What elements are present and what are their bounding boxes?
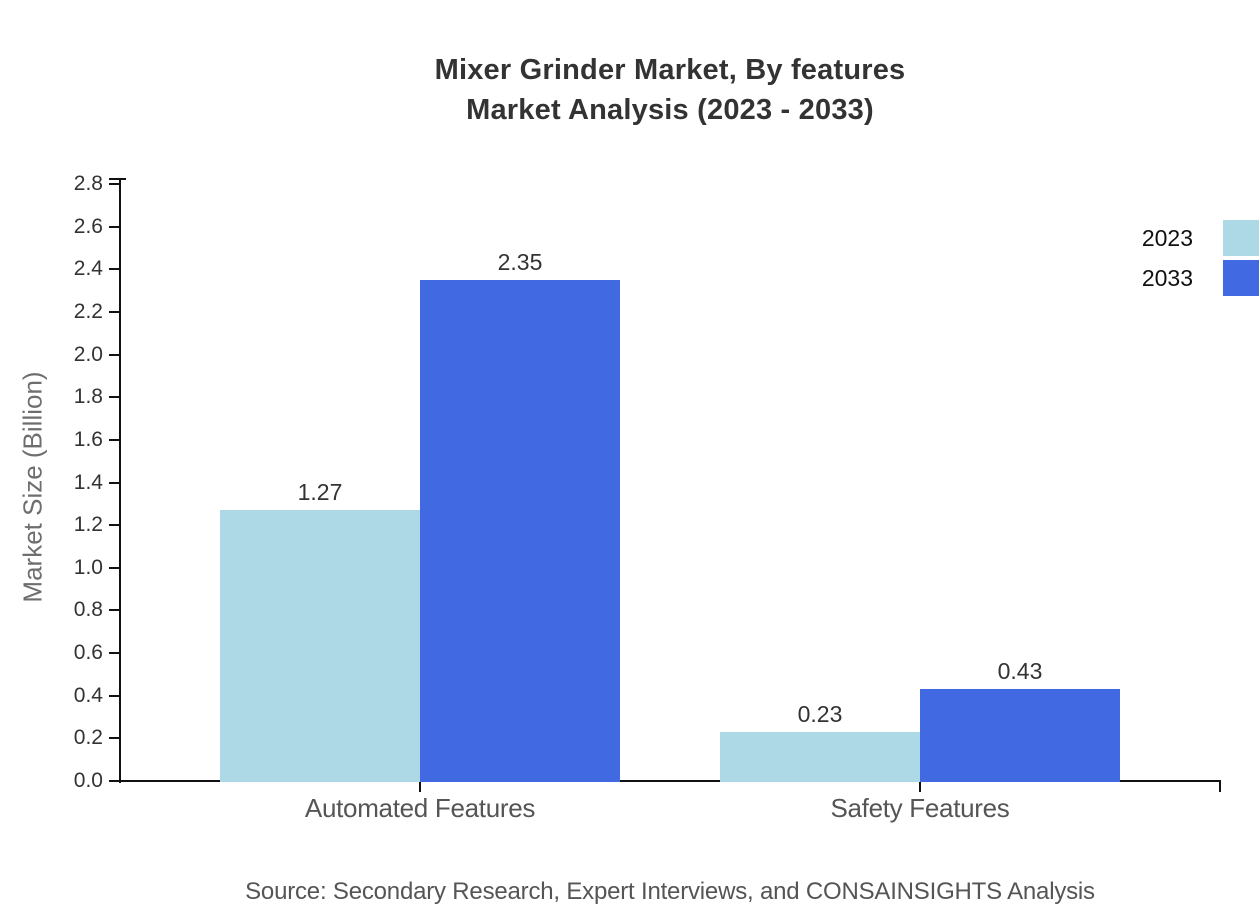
- y-tick: [109, 183, 120, 185]
- y-tick-label: 2.0: [73, 342, 103, 366]
- y-tick-label: 1.4: [73, 470, 103, 494]
- y-tick: [109, 694, 120, 697]
- y-tick-label: 1.6: [73, 427, 103, 451]
- legend-swatch-2033: [1223, 260, 1259, 296]
- legend: 2023 2033: [1142, 220, 1259, 296]
- x-tick: [419, 782, 421, 792]
- bar-2023-automated-features: [220, 510, 420, 782]
- y-tick-label: 2.6: [73, 214, 103, 238]
- y-tick-label: 2.2: [73, 299, 103, 323]
- y-tick: [109, 524, 120, 527]
- y-tick-label: 2.4: [73, 257, 103, 281]
- y-tick: [109, 353, 120, 356]
- x-axis-end-cap: [1219, 780, 1221, 792]
- legend-label-2023: 2023: [1141, 224, 1193, 251]
- y-tick-label: 1.8: [73, 385, 103, 409]
- y-tick: [109, 268, 120, 271]
- y-tick-label: 0.6: [73, 641, 103, 665]
- legend-item-2033: 2033: [1142, 260, 1259, 296]
- y-axis-end-cap: [109, 178, 126, 180]
- bar-value-label-2033-safety-features: 0.43: [997, 658, 1043, 685]
- y-tick-label: 0.0: [73, 769, 103, 792]
- y-tick-label: 1.0: [73, 555, 103, 579]
- source-note: Source: Secondary Research, Expert Inter…: [245, 878, 1095, 905]
- bar-value-label-2023-safety-features: 0.23: [797, 700, 843, 727]
- x-axis-spine: [119, 780, 1221, 782]
- y-tick: [109, 438, 120, 441]
- y-tick-label: 1.2: [73, 513, 103, 537]
- legend-label-2033: 2033: [1141, 264, 1193, 291]
- bar-2033-safety-features: [920, 689, 1120, 782]
- y-tick-label: 2.8: [73, 172, 103, 195]
- x-category-label-safety-features: Safety Features: [830, 793, 1010, 823]
- y-axis-spine: [119, 178, 121, 783]
- legend-item-2023: 2023: [1142, 220, 1259, 256]
- y-tick-label: 0.4: [73, 683, 103, 707]
- y-tick: [109, 396, 120, 399]
- y-tick: [109, 566, 120, 569]
- chart-title-line-2: Market Analysis (2023 - 2033): [466, 94, 874, 126]
- bar-value-label-2023-automated-features: 1.27: [297, 479, 343, 506]
- x-category-label-automated-features: Automated Features: [304, 793, 536, 823]
- y-tick: [109, 481, 120, 484]
- bar-2023-safety-features: [720, 731, 920, 782]
- chart-title: Mixer Grinder Market, By features Market…: [120, 50, 1220, 130]
- chart-title-line-1: Mixer Grinder Market, By features: [434, 54, 906, 86]
- y-tick: [109, 225, 120, 228]
- bar-value-label-2033-automated-features: 2.35: [497, 248, 543, 275]
- y-tick: [109, 737, 120, 740]
- y-tick: [109, 780, 120, 782]
- y-tick: [109, 310, 120, 313]
- y-tick-label: 0.2: [73, 726, 103, 750]
- y-tick-label: 0.8: [73, 598, 103, 622]
- y-tick: [109, 609, 120, 612]
- bar-2033-automated-features: [420, 279, 620, 782]
- x-tick: [919, 782, 921, 792]
- y-tick: [109, 652, 120, 655]
- legend-swatch-2023: [1223, 220, 1259, 256]
